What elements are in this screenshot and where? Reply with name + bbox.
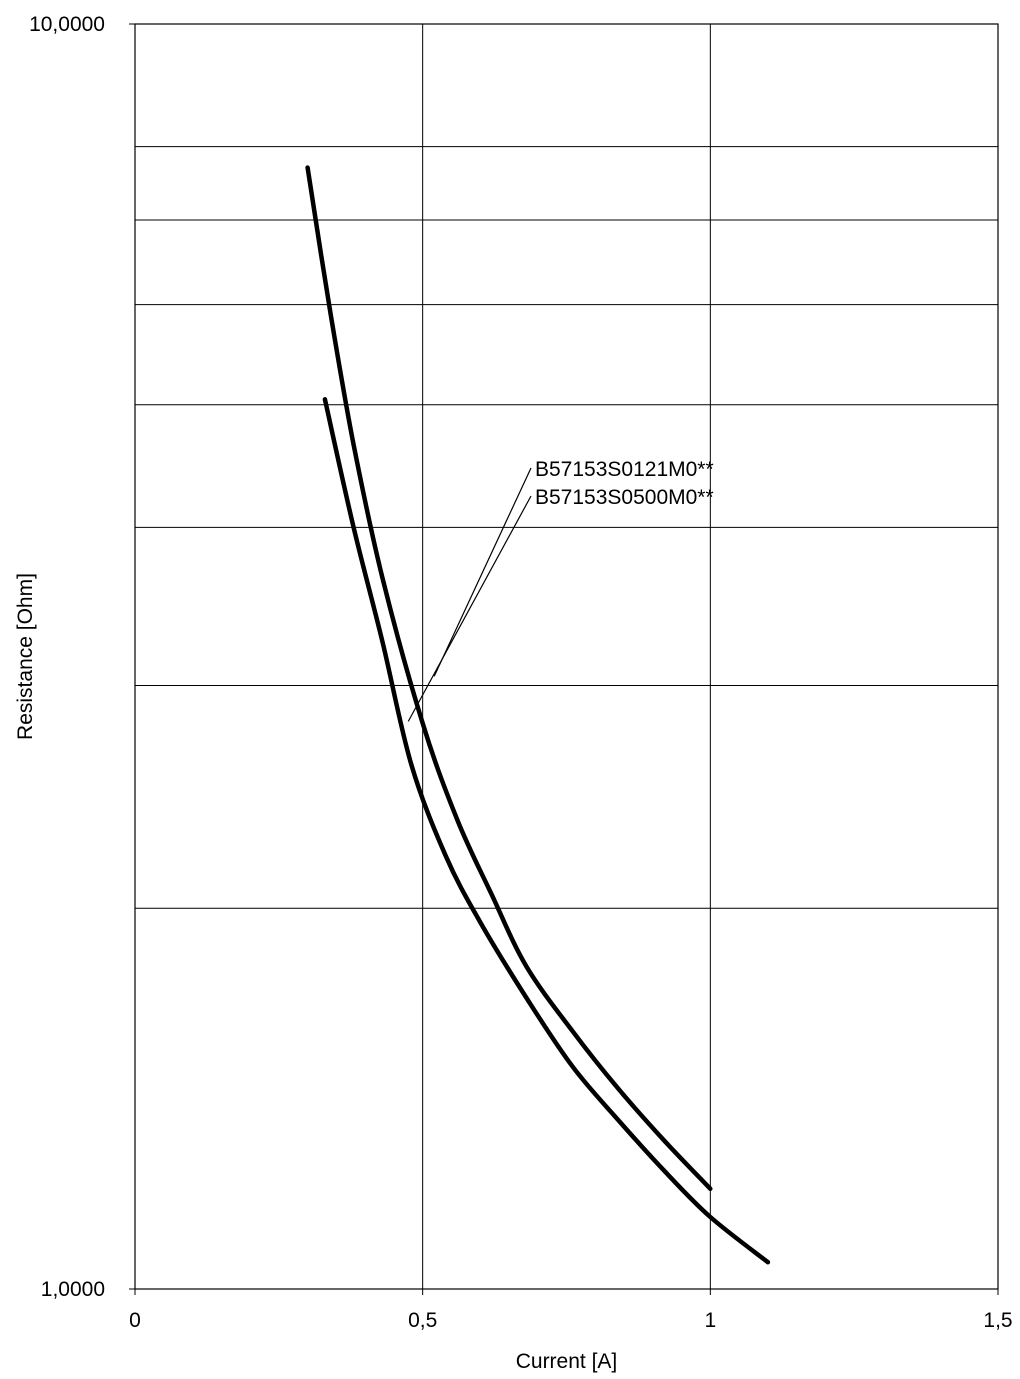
x-tick-labels: 0 0,5 1 1,5 (129, 1289, 1013, 1332)
series-label: B57153S0121M0** (535, 458, 714, 481)
annotation-leader-line (433, 467, 532, 677)
y-axis-title: Resistance [Ohm] (14, 573, 37, 740)
x-tick-label: 1 (704, 1309, 716, 1332)
x-tick-label: 0 (129, 1309, 141, 1332)
x-tick-label: 1,5 (983, 1309, 1012, 1332)
y-tick-label: 1,0000 (41, 1278, 105, 1301)
x-axis-title: Current [A] (516, 1350, 618, 1373)
annotation-leader-line (407, 495, 532, 722)
plot-frame (134, 23, 999, 1290)
grid (135, 24, 998, 1289)
series-label: B57153S0500M0** (535, 486, 714, 509)
y-tick-label: 10,0000 (29, 13, 105, 36)
annotations: B57153S0121M0** B57153S0500M0** (407, 458, 714, 722)
x-tick-label: 0,5 (408, 1309, 437, 1332)
y-tick-labels: 1,0000 10,0000 (29, 13, 135, 1301)
series-line-2 (322, 397, 771, 1265)
series-line-1 (305, 165, 713, 1192)
series-group (305, 165, 771, 1265)
